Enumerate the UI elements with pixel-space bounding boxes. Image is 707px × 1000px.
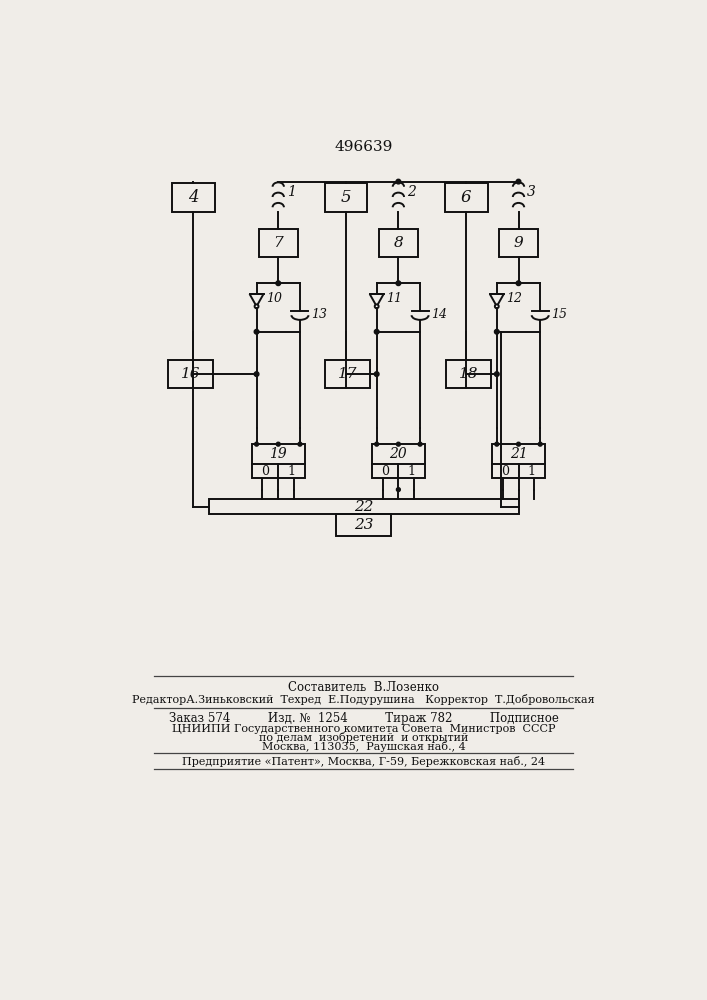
Circle shape: [397, 442, 400, 446]
Text: ЦНИИПИ Государственного комитета Совета  Министров  СССР: ЦНИИПИ Государственного комитета Совета …: [172, 724, 555, 734]
Text: 13: 13: [311, 308, 327, 321]
Text: 7: 7: [274, 236, 283, 250]
Circle shape: [255, 442, 259, 446]
Circle shape: [375, 442, 379, 446]
Bar: [336, 514, 392, 536]
Text: 12: 12: [506, 292, 522, 305]
Bar: [446, 360, 491, 388]
Bar: [325, 360, 370, 388]
Text: 21: 21: [510, 447, 527, 461]
Text: 6: 6: [461, 189, 472, 206]
Circle shape: [495, 304, 498, 308]
Circle shape: [255, 329, 259, 334]
Text: 1: 1: [527, 465, 536, 478]
Circle shape: [494, 329, 499, 334]
Circle shape: [494, 372, 499, 376]
Circle shape: [276, 281, 281, 286]
Text: 11: 11: [386, 292, 402, 305]
Text: 17: 17: [337, 367, 357, 381]
Text: 22: 22: [354, 500, 373, 514]
Text: 5: 5: [341, 189, 351, 206]
Text: по делам  изобретений  и открытий: по делам изобретений и открытий: [259, 732, 468, 743]
Text: 496639: 496639: [334, 140, 392, 154]
Text: 10: 10: [266, 292, 282, 305]
Text: Предприятие «Патент», Москва, Г-59, Бережковская наб., 24: Предприятие «Патент», Москва, Г-59, Бере…: [182, 756, 545, 767]
Bar: [259, 229, 298, 257]
Text: 9: 9: [513, 236, 523, 250]
Text: 14: 14: [431, 308, 447, 321]
Circle shape: [396, 281, 401, 286]
Bar: [372, 444, 425, 478]
Circle shape: [396, 179, 401, 184]
Text: 1: 1: [287, 185, 296, 199]
Text: 2: 2: [407, 185, 416, 199]
Bar: [325, 183, 368, 212]
Text: 18: 18: [459, 367, 479, 381]
Text: 1: 1: [288, 465, 296, 478]
Text: 1: 1: [407, 465, 416, 478]
Text: Москва, 113035,  Раушская наб., 4: Москва, 113035, Раушская наб., 4: [262, 741, 465, 752]
Bar: [252, 444, 305, 478]
Text: 0: 0: [381, 465, 389, 478]
Circle shape: [516, 179, 521, 184]
Text: Заказ 574          Изд. №  1254          Тираж 782          Подписное: Заказ 574 Изд. № 1254 Тираж 782 Подписно…: [168, 712, 559, 725]
Text: РедакторА.Зиньковский  Техред  Е.Подурушина   Корректор  Т.Добровольская: РедакторА.Зиньковский Техред Е.Подурушин…: [132, 694, 595, 705]
Text: 0: 0: [261, 465, 269, 478]
Circle shape: [276, 442, 280, 446]
Circle shape: [374, 372, 379, 376]
Circle shape: [495, 442, 498, 446]
Circle shape: [375, 304, 379, 308]
Text: Составитель  В.Лозенко: Составитель В.Лозенко: [288, 681, 439, 694]
Bar: [172, 183, 215, 212]
Bar: [379, 229, 418, 257]
Circle shape: [255, 304, 259, 308]
Circle shape: [298, 442, 302, 446]
Bar: [209, 499, 518, 514]
Circle shape: [255, 372, 259, 376]
Text: 3: 3: [527, 185, 536, 199]
Circle shape: [538, 442, 542, 446]
Bar: [492, 444, 545, 478]
Bar: [445, 183, 488, 212]
Circle shape: [374, 329, 379, 334]
Text: 4: 4: [188, 189, 199, 206]
Circle shape: [397, 488, 400, 492]
Bar: [499, 229, 538, 257]
Circle shape: [418, 442, 422, 446]
Text: 19: 19: [269, 447, 287, 461]
Text: 0: 0: [501, 465, 509, 478]
Text: 20: 20: [390, 447, 407, 461]
Circle shape: [517, 442, 520, 446]
Text: 15: 15: [551, 308, 567, 321]
Text: 16: 16: [181, 367, 200, 381]
Bar: [168, 360, 213, 388]
Text: 23: 23: [354, 518, 373, 532]
Text: 8: 8: [394, 236, 403, 250]
Circle shape: [516, 281, 521, 286]
